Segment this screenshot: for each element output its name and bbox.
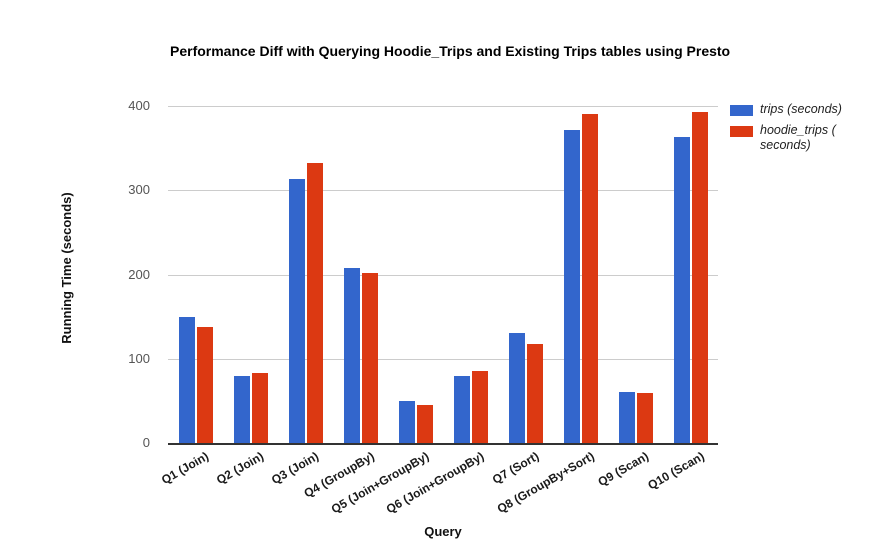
bar-hoodie-trips-q4[interactable] xyxy=(361,272,378,443)
bar-hoodie-trips-q8[interactable] xyxy=(581,113,598,443)
y-axis-tick-200: 200 xyxy=(128,266,150,282)
bar-trips-q3[interactable] xyxy=(288,179,305,443)
gridline-300 xyxy=(168,190,718,192)
bar-trips-q1[interactable] xyxy=(178,316,195,443)
legend-swatch-icon xyxy=(730,126,753,137)
bar-hoodie-trips-q1[interactable] xyxy=(196,326,213,443)
bar-trips-q5[interactable] xyxy=(398,400,415,443)
x-axis-title: Query xyxy=(424,524,462,539)
gridline-200 xyxy=(168,274,718,276)
bar-hoodie-trips-q7[interactable] xyxy=(526,344,543,443)
y-axis-tick-400: 400 xyxy=(128,98,150,113)
bar-hoodie-trips-q6[interactable] xyxy=(471,371,488,443)
bar-trips-q7[interactable] xyxy=(508,332,525,443)
bar-hoodie-trips-q9[interactable] xyxy=(636,393,653,443)
x-axis-label-q8: Q8 (GroupBy+Sort) xyxy=(494,449,597,516)
plot-area xyxy=(168,106,718,445)
bar-trips-q10[interactable] xyxy=(673,137,690,443)
bar-trips-q8[interactable] xyxy=(563,130,580,443)
y-axis-tick-100: 100 xyxy=(128,350,150,366)
bar-trips-q9[interactable] xyxy=(618,392,635,443)
x-axis-label-q1: Q1 (Join) xyxy=(159,449,212,488)
bar-trips-q2[interactable] xyxy=(233,375,250,443)
x-axis-label-q5: Q5 (Join+GroupBy) xyxy=(328,449,432,517)
x-axis-label-q10: Q10 (Scan) xyxy=(645,449,707,493)
legend-item-trips[interactable]: trips (seconds) xyxy=(730,102,866,117)
gridline-100 xyxy=(168,358,718,360)
x-axis-label-q6: Q6 (Join+GroupBy) xyxy=(383,449,487,517)
y-axis-tick-300: 300 xyxy=(128,182,150,198)
x-axis-label-q9: Q9 (Scan) xyxy=(595,449,652,490)
y-axis-title: Running Time (seconds) xyxy=(59,192,74,344)
bar-hoodie-trips-q10[interactable] xyxy=(691,111,708,443)
bar-hoodie-trips-q5[interactable] xyxy=(416,405,433,443)
legend-label: trips (seconds) xyxy=(760,102,842,116)
y-axis-tick-0: 0 xyxy=(142,435,150,450)
gridline-400 xyxy=(168,106,718,107)
legend-item-hoodie-trips[interactable]: hoodie_trips ( seconds) xyxy=(730,123,866,153)
bar-trips-q4[interactable] xyxy=(343,267,360,443)
bar-hoodie-trips-q3[interactable] xyxy=(306,163,323,443)
chart-title: Performance Diff with Querying Hoodie_Tr… xyxy=(170,43,731,59)
bar-hoodie-trips-q2[interactable] xyxy=(251,373,268,443)
bar-trips-q6[interactable] xyxy=(453,375,470,443)
legend-swatch-icon xyxy=(730,105,753,116)
x-axis-label-q2: Q2 (Join) xyxy=(214,449,267,488)
legend: trips (seconds) hoodie_trips ( seconds) xyxy=(730,102,866,159)
legend-label: hoodie_trips ( seconds) xyxy=(760,123,836,152)
